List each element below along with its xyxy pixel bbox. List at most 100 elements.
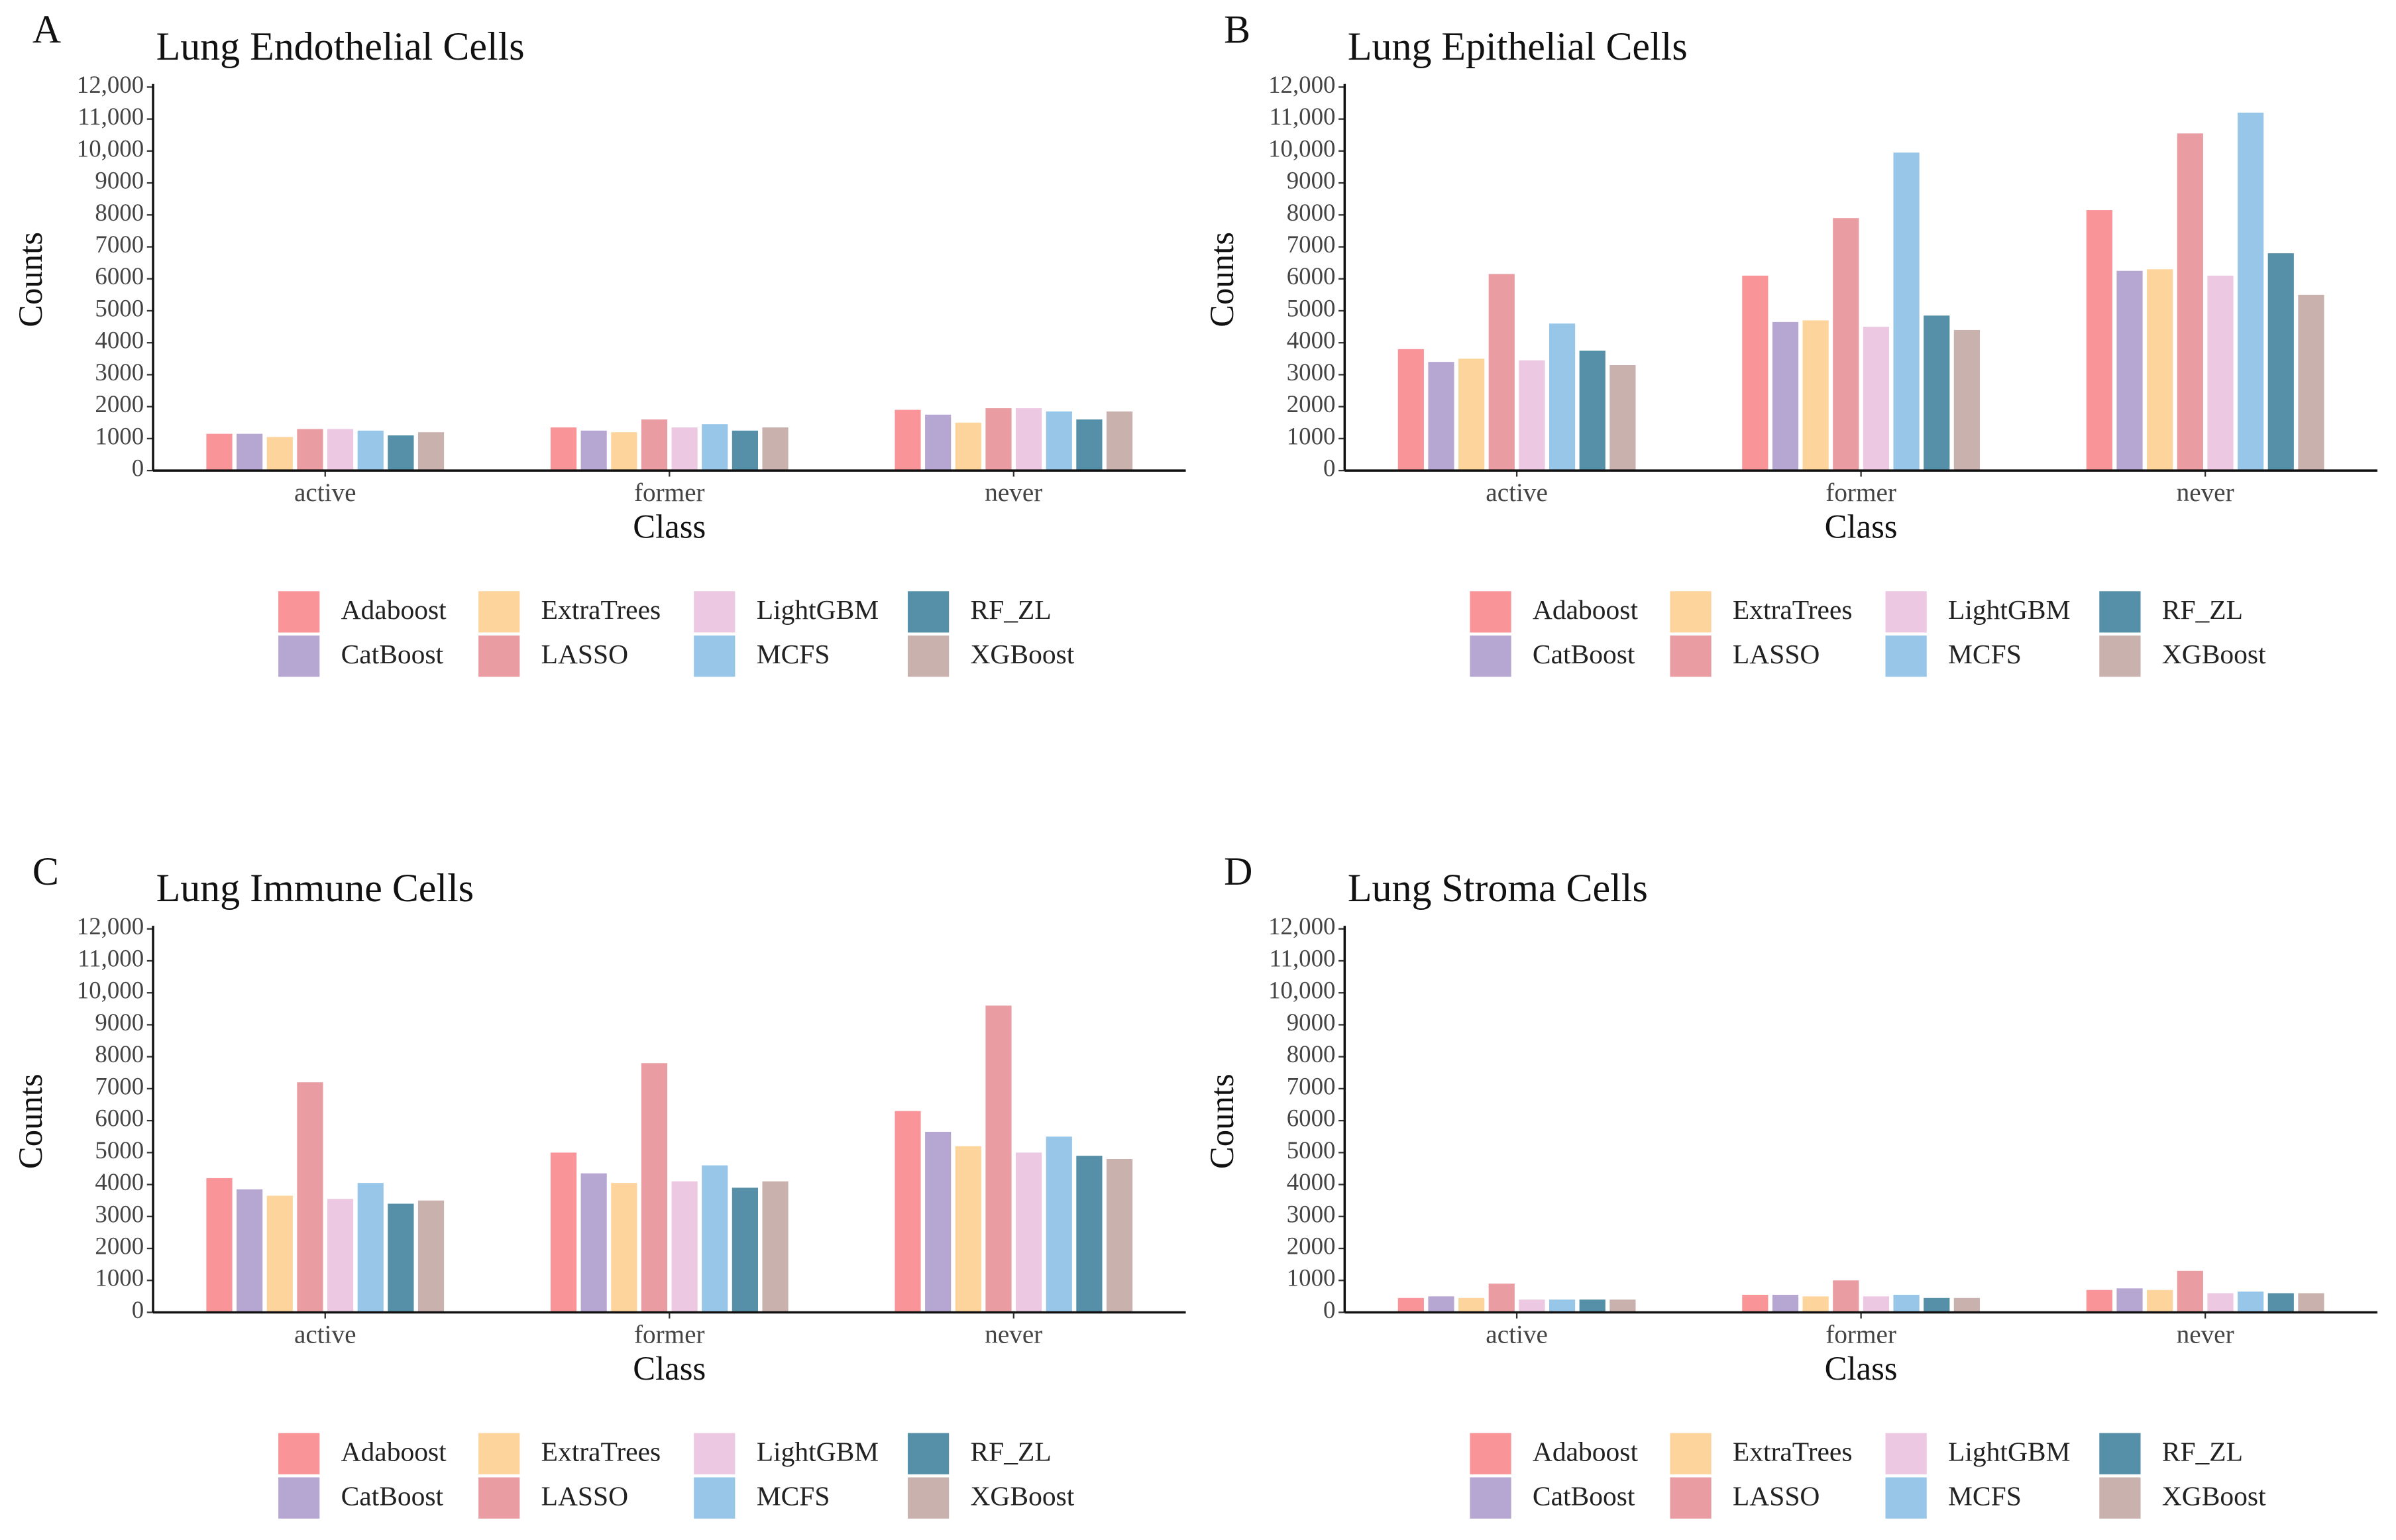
legend-label: Adaboost [1533,594,1639,625]
y-tick-label: 8000 [1287,1040,1336,1068]
bar [1953,329,1980,471]
chart-title: Lung Endothelial Cells [156,25,525,68]
bar [1397,1297,1424,1313]
legend-label: LightGBM [1948,594,2070,625]
panel-letter: A [32,7,61,51]
bar [327,1199,354,1313]
y-tick-label: 8000 [1287,199,1336,226]
bar [1772,1294,1799,1313]
y-tick-label: 6000 [95,262,144,290]
bar [1458,1297,1485,1313]
bar [732,1187,758,1313]
bar [1488,274,1515,471]
panel-letter: B [1224,7,1250,51]
bar [1428,1296,1454,1313]
bar [955,422,981,471]
bar [206,1178,233,1313]
y-tick-label: 5000 [95,1136,144,1164]
legend-label: LASSO [541,1480,628,1511]
y-tick-label: 6000 [1287,1105,1336,1132]
legend-label: LightGBM [1948,1436,2070,1466]
legend-label: Adaboost [341,1436,447,1466]
y-tick-label: 4000 [95,327,144,354]
x-tick-label: active [294,1320,356,1348]
panel: A Lung Endothelial Cells Counts Class 0 1000 2… [12,7,1186,677]
legend-swatch [1885,635,1927,677]
bar [1579,1299,1606,1313]
y-tick-label: 7000 [95,1072,144,1099]
bar [1802,320,1829,471]
x-tick-label: active [1486,1320,1548,1348]
bar [1016,1152,1042,1313]
bar [297,429,323,471]
y-tick-label: 9000 [1287,167,1336,194]
y-tick-label: 11,000 [1269,103,1335,130]
bar [1802,1296,1829,1313]
bar [1106,411,1133,471]
bar [1953,1297,1980,1313]
x-tick-label: never [2177,1320,2234,1348]
y-tick-label: 7000 [95,231,144,258]
y-tick-label: 6000 [1287,262,1336,290]
bar [762,1181,789,1313]
x-tick-label: active [1486,478,1548,507]
y-tick-label: 3000 [95,1200,144,1227]
x-axis-title: Class [1825,1350,1898,1387]
y-tick-label: 0 [1323,455,1335,482]
legend-label: LASSO [1733,1480,1820,1511]
bar [732,430,758,471]
y-tick-label: 4000 [1287,327,1336,354]
y-tick-label: 11,000 [78,103,144,130]
y-tick-label: 1000 [1287,1264,1336,1292]
y-tick-label: 3000 [1287,358,1336,386]
y-tick-label: 0 [132,455,144,482]
y-tick-label: 12,000 [77,912,144,940]
legend-label: ExtraTrees [541,1436,661,1466]
bar [1016,408,1042,471]
chart-title: Lung Epithelial Cells [1348,25,1688,68]
bar [1519,1299,1545,1313]
y-tick-label: 9000 [1287,1009,1336,1036]
bar [2207,275,2234,471]
y-tick-label: 9000 [95,167,144,194]
bar [671,427,698,471]
bar [357,1183,384,1313]
y-tick-label: 3000 [1287,1200,1336,1227]
bar [388,1203,414,1313]
y-tick-label: 8000 [95,199,144,226]
legend-label: XGBoost [2162,1480,2266,1511]
bar [1519,360,1545,471]
bar [1742,1294,1769,1313]
legend-swatch [278,1433,320,1474]
bar [985,408,1012,471]
bar [671,1181,698,1313]
legend-swatch [2099,635,2141,677]
x-axis-title: Class [633,1350,706,1387]
panel: B Lung Epithelial Cells Counts Class 0 1000 20… [1203,7,2377,677]
legend-label: LASSO [1733,639,1820,669]
legend-label: XGBoost [970,639,1074,669]
bar [327,429,354,471]
bar [2147,269,2173,471]
x-tick-label: never [2177,478,2234,507]
bar [2116,270,2143,471]
legend-label: ExtraTrees [1733,1436,1853,1466]
y-tick-label: 12,000 [77,71,144,98]
bar [550,427,577,471]
y-tick-label: 11,000 [1269,944,1335,971]
bar [237,1189,263,1313]
panel: D Lung Stroma Cells Counts Class 0 1000 2000 30… [1203,850,2377,1519]
bar [1076,419,1103,471]
y-axis-title: Counts [1203,232,1240,327]
legend-label: LightGBM [757,1436,879,1466]
legend-swatch [694,591,735,633]
legend-swatch [694,635,735,677]
y-tick-label: 6000 [95,1105,144,1132]
bar [580,1173,607,1313]
legend-label: LightGBM [757,594,879,625]
panel-letter: D [1224,850,1252,893]
bar [762,427,789,471]
y-axis-title: Counts [12,232,49,327]
bar [550,1152,577,1313]
legend-swatch [907,1477,950,1519]
